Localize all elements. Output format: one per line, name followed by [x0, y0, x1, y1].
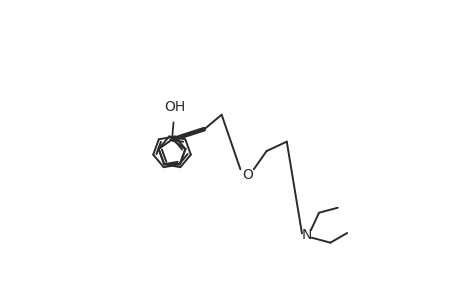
Text: O: O — [242, 168, 253, 182]
Text: OH: OH — [164, 100, 185, 114]
Text: N: N — [302, 228, 312, 242]
